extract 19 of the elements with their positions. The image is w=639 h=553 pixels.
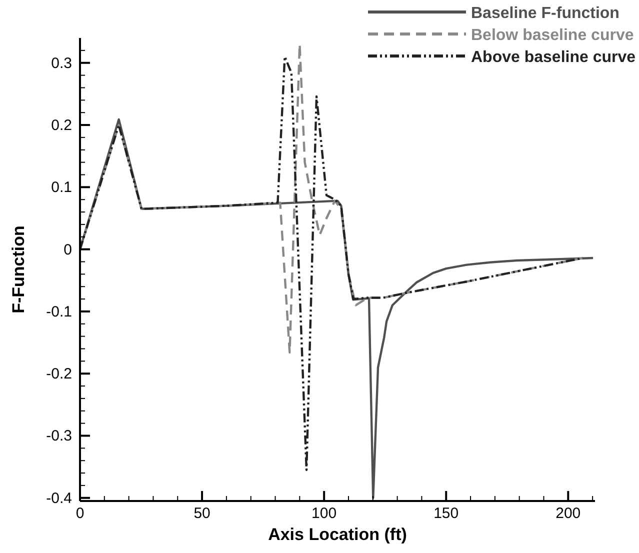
y-tick-label: 0.1 [51,179,72,196]
y-tick-label: 0 [64,241,72,258]
line-series [80,118,594,499]
text: Below baseline curve [471,27,634,44]
x-axis-title: Axis Location (ft) [268,525,407,544]
y-tick-label: -0.3 [46,428,72,445]
text: Above baseline curve [471,49,636,66]
x-tick-label: 0 [76,505,84,522]
x-tick-label: 100 [312,505,337,522]
x-tick-label: 50 [194,505,210,522]
y-tick-label: -0.2 [46,366,72,383]
text: Baseline F-function [471,5,620,22]
y-tick-label: 0.2 [51,117,72,134]
x-tick-label: 200 [556,505,581,522]
y-tick-label: 0.3 [51,54,72,72]
y-tick-label: -0.4 [46,490,72,507]
y-axis-title: F-Function [9,226,28,314]
y-tick-label: -0.1 [46,303,72,320]
x-tick-label: 150 [434,505,459,522]
